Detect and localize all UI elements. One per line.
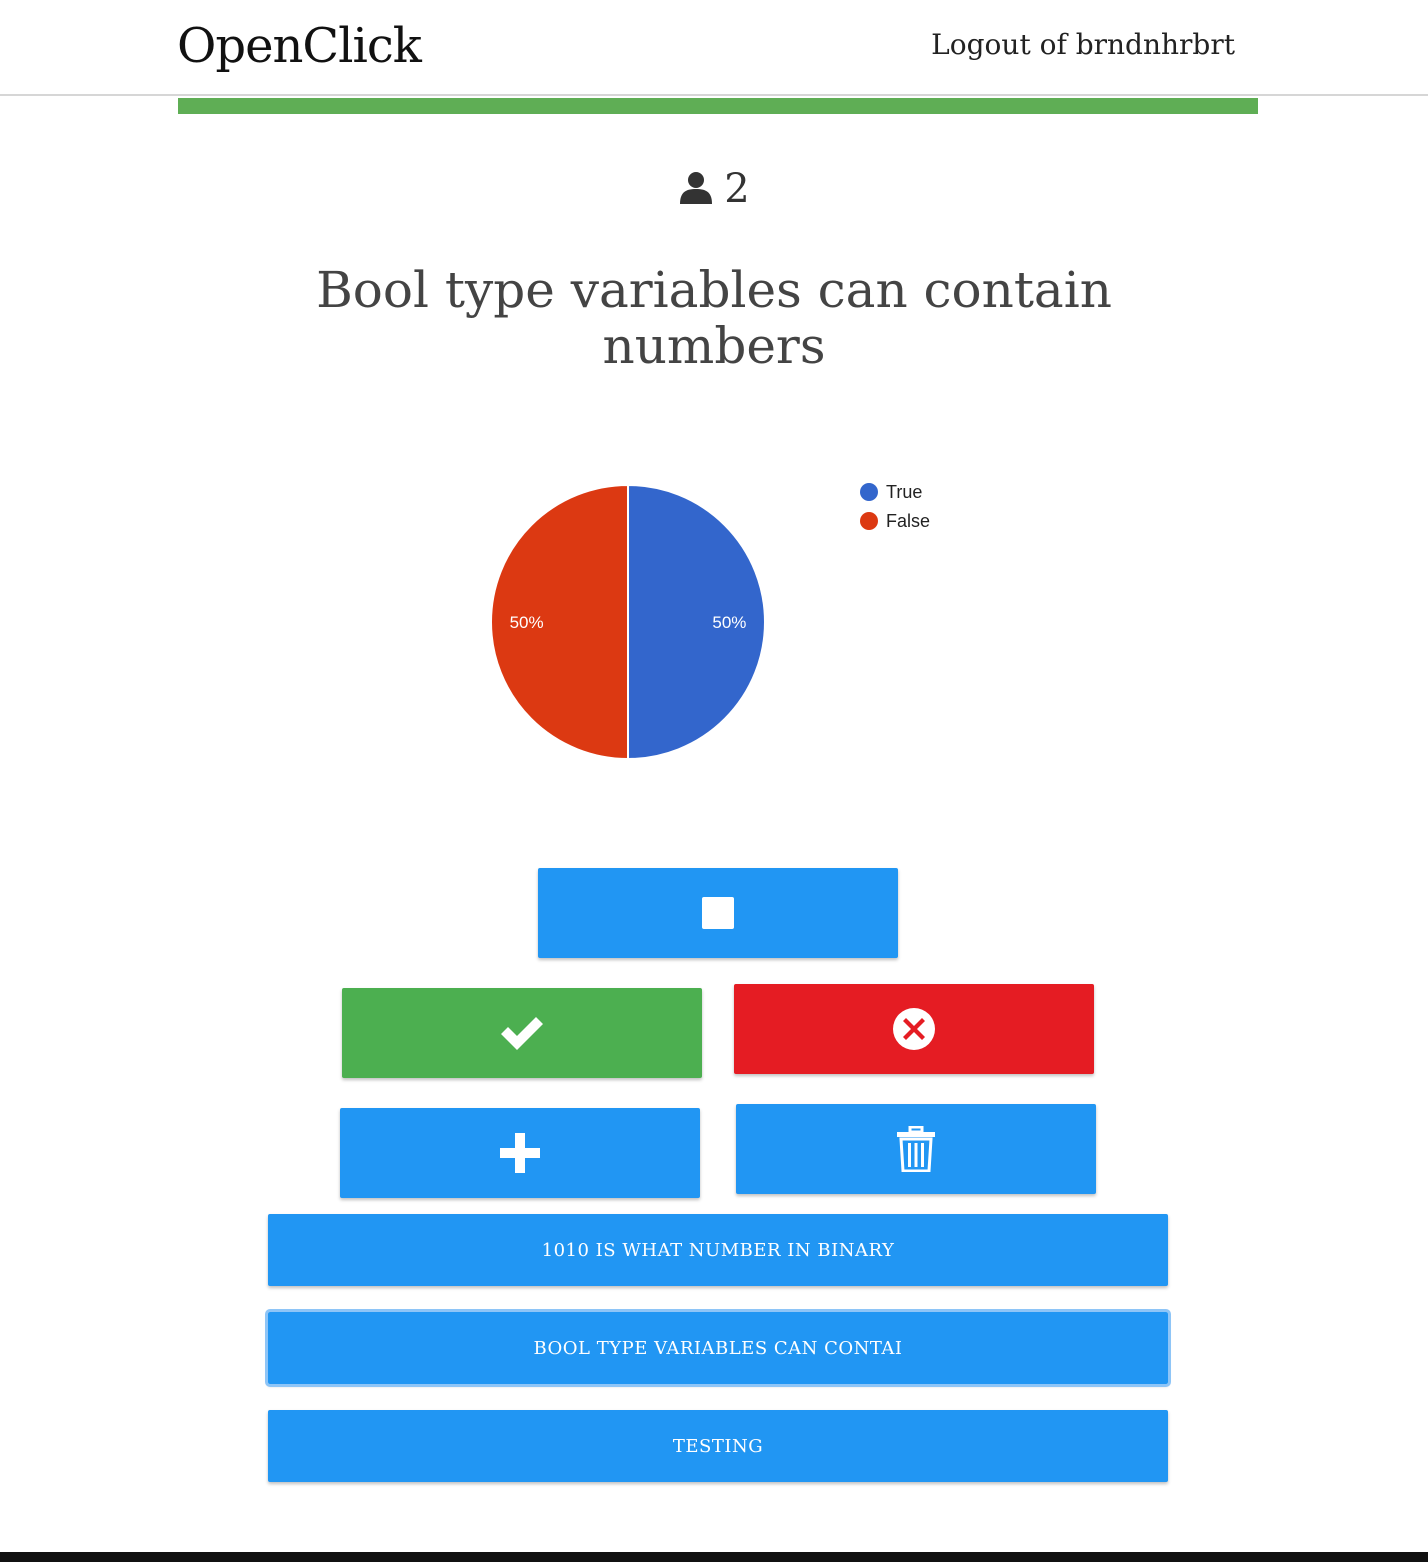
window-bottom-edge [0, 1552, 1428, 1562]
plus-icon [500, 1133, 540, 1173]
legend-label: True [886, 482, 922, 502]
legend-marker [860, 512, 878, 530]
question-title: Bool type variables can contain numbers [316, 261, 1112, 375]
question-item[interactable]: 1010 is what number in binary [268, 1214, 1168, 1286]
progress-bar [178, 98, 1258, 114]
pie-slice-label: 50% [510, 613, 544, 632]
question-item[interactable]: testing [268, 1410, 1168, 1482]
legend-label: False [886, 511, 930, 531]
results-pie-chart: 50% 50% True False [490, 482, 930, 761]
trash-icon [897, 1126, 935, 1172]
legend-marker [860, 483, 878, 501]
mark-incorrect-button[interactable] [734, 984, 1094, 1074]
pie-slice-label: 50% [712, 613, 746, 632]
progress-bar-fill [178, 98, 1258, 114]
pie-slice-false [490, 483, 629, 761]
user-icon [680, 172, 713, 204]
stop-button[interactable] [538, 868, 898, 958]
participant-count-value: 2 [724, 166, 750, 212]
add-question-button[interactable] [340, 1108, 700, 1198]
mark-correct-button[interactable] [342, 988, 702, 1078]
check-icon [501, 1017, 543, 1050]
navbar: OpenClick Logout of brndnhrbrt [0, 0, 1428, 96]
participant-count: 2 [0, 166, 1428, 212]
brand-logo[interactable]: OpenClick [177, 18, 422, 74]
close-circle-icon [893, 1008, 935, 1050]
delete-question-button[interactable] [736, 1104, 1096, 1194]
pie-slice-true [627, 483, 766, 761]
logout-link[interactable]: Logout of brndnhrbrt [931, 28, 1235, 61]
question-item-active[interactable]: Bool type variables can contai [265, 1309, 1171, 1387]
stop-icon [702, 897, 734, 929]
